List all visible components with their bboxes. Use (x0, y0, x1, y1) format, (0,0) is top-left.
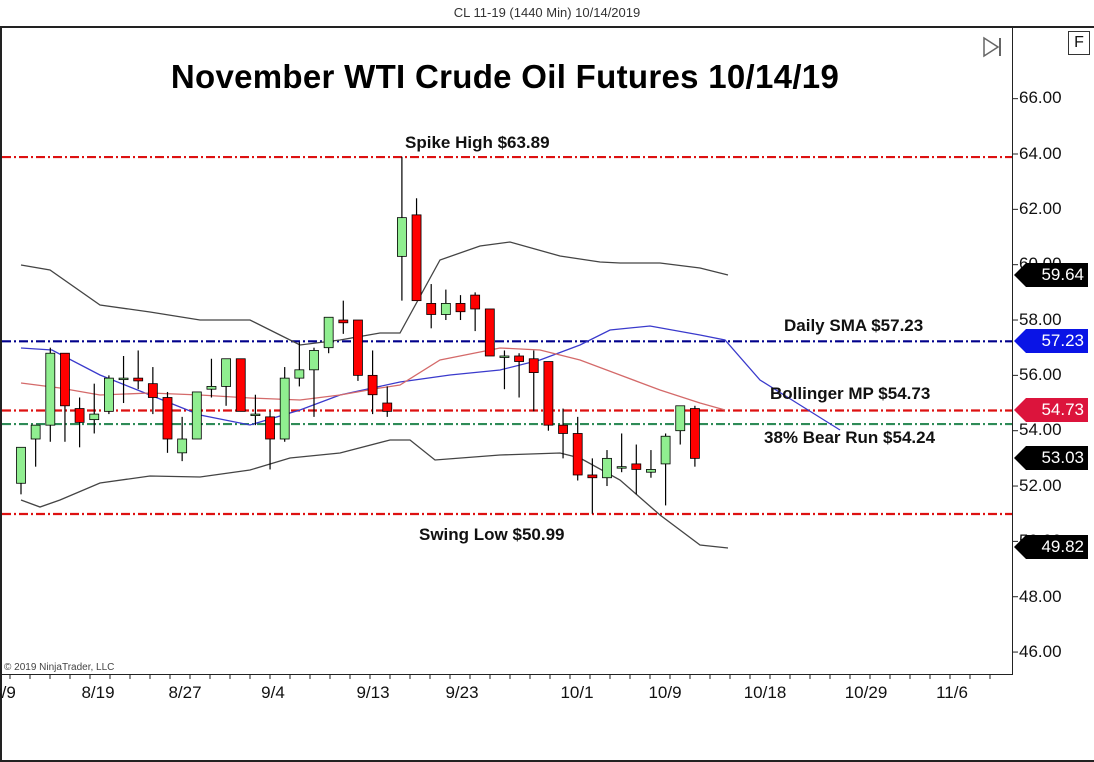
y-tick-label: 46.00 (1019, 642, 1062, 661)
indicator-line (20, 347, 726, 411)
candle-body (367, 374, 378, 396)
candle-body (191, 391, 202, 440)
window-title: CL 11-19 (1440 Min) 10/14/2019 (453, 5, 641, 20)
candle-body (426, 303, 437, 315)
bottom-border (0, 760, 1094, 762)
x-tick-label: 10/1 (560, 683, 594, 702)
candle-body (587, 474, 598, 479)
candle-body (455, 303, 466, 313)
x-tick-label: 11/6 (936, 683, 968, 702)
candle-body (602, 457, 612, 479)
candle-body (294, 369, 305, 379)
f-button[interactable]: F (1068, 31, 1090, 55)
candle-body (30, 424, 41, 440)
candle-body (60, 352, 70, 407)
copyright-notice: © 2019 NinjaTrader, LLC (4, 662, 115, 673)
candle-body (45, 352, 56, 426)
candle-body (147, 383, 158, 398)
y-tick-label: 58.00 (1019, 310, 1062, 329)
candle-body (177, 438, 188, 454)
x-tick-label: 9/13 (356, 683, 390, 702)
price-tag-sma: 57.23 (1014, 329, 1088, 353)
candle-body (572, 433, 583, 476)
candle-body (514, 355, 524, 362)
candle-body (675, 405, 686, 432)
indicator-line (20, 241, 729, 346)
candle-body (616, 466, 627, 469)
candle-body (470, 294, 481, 310)
skip-to-end-icon[interactable] (982, 36, 1004, 58)
candle-body (646, 469, 656, 473)
candle-body (221, 358, 232, 387)
annotation-bollinger-mp: Bollinger MP $54.73 (770, 384, 931, 403)
candle-body (323, 316, 334, 349)
candle-body (690, 408, 700, 459)
y-tick-label: 54.00 (1019, 420, 1062, 439)
candle-body (382, 402, 393, 412)
candle-body (16, 446, 26, 484)
annotation-spike-high: Spike High $63.89 (405, 133, 550, 152)
candle-body (133, 377, 144, 382)
candle-body (543, 361, 554, 426)
y-tick-label: 52.00 (1019, 476, 1062, 495)
candle-body (74, 408, 85, 423)
chart-title: November WTI Crude Oil Futures 10/14/19 (170, 58, 840, 95)
y-tick-label: 66.00 (1019, 88, 1062, 107)
y-axis-line (1012, 27, 1013, 675)
y-tick-label: 48.00 (1019, 587, 1062, 606)
candle-body (528, 358, 539, 373)
price-tag-bollinger-mid: 54.73 (1014, 398, 1088, 422)
x-tick-label: 8/27 (168, 683, 202, 702)
price-tag-upper-band: 59.64 (1014, 263, 1088, 287)
plot-left-border (0, 27, 2, 762)
x-tick-label: 9/23 (445, 683, 479, 702)
candle-body (279, 377, 290, 440)
y-tick-label: 64.00 (1019, 144, 1062, 163)
annotation-swing-low: Swing Low $50.99 (419, 525, 565, 544)
candle-body (499, 355, 510, 358)
x-tick-label: 10/29 (844, 683, 888, 702)
candle-body (162, 397, 173, 440)
candle-body (89, 413, 100, 421)
indicator-line (20, 439, 729, 549)
x-tick-label: 9/4 (261, 683, 285, 702)
candle-body (309, 350, 319, 371)
candle-body (353, 319, 363, 376)
candle-body (440, 303, 451, 315)
y-tick-label: 56.00 (1019, 365, 1062, 384)
candle-body (660, 435, 671, 465)
x-tick-label: 10/18 (743, 683, 787, 702)
candle-body (411, 214, 422, 302)
price-tag-last-price: 53.03 (1014, 446, 1088, 470)
candle-body (206, 386, 217, 390)
candle-body (265, 416, 275, 440)
x-tick-label: 10/9 (648, 683, 682, 702)
candle-body (104, 377, 114, 412)
candle-body (631, 463, 642, 470)
candle-body (118, 377, 129, 381)
candle-body (396, 217, 407, 257)
window-title-bar: CL 11-19 (1440 Min) 10/14/2019 (0, 0, 1094, 28)
y-tick-label: 62.00 (1019, 199, 1062, 218)
annotation-daily-sma: Daily SMA $57.23 (784, 316, 924, 335)
candle-body (250, 413, 261, 416)
candle-body (484, 308, 495, 357)
x-axis-line (0, 674, 1013, 675)
candle-body (558, 424, 568, 434)
x-tick-label: 8/19 (81, 683, 115, 702)
indicator-line (20, 325, 841, 431)
candle-body (235, 358, 246, 412)
x-tick-label: 8/9 (0, 683, 16, 702)
candle-body (338, 319, 349, 324)
annotation-bear-run: 38% Bear Run $54.24 (764, 428, 936, 447)
price-tag-lower-band: 49.82 (1014, 535, 1088, 559)
